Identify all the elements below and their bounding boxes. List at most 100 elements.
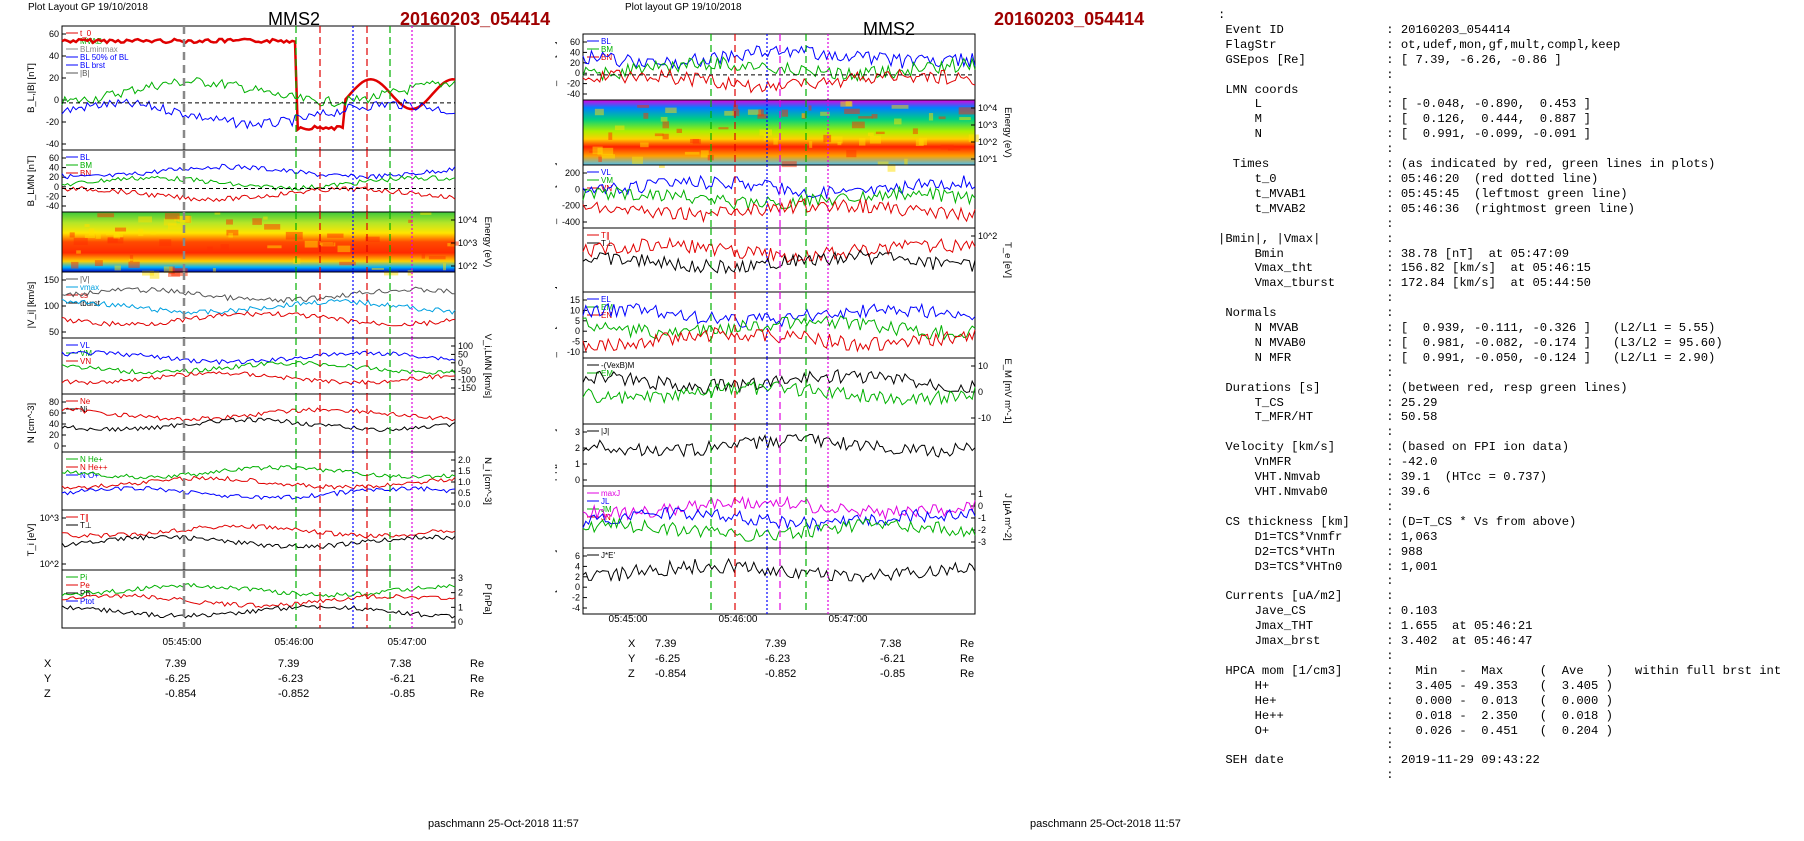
summary-line: M : [ 0.126, 0.444, 0.887 ]	[1218, 112, 1591, 127]
series-trace	[61, 582, 456, 598]
summary-line: D1=TCS*Vnmfr : 1,063	[1218, 529, 1438, 544]
legend-label: EL	[601, 295, 611, 304]
summary-line: Jmax_THT : 1.655 at 05:46:21	[1218, 619, 1533, 634]
summary-line: VnMFR : -42.0	[1218, 455, 1438, 470]
coord-unit: Re	[960, 638, 975, 650]
y-tick-label: 3	[575, 427, 580, 437]
spectrogram-cell	[129, 254, 134, 262]
series-trace	[62, 593, 456, 609]
y-tick-label: 1.5	[458, 466, 471, 476]
left-plot-column: Plot Layout GP 19/10/2018 MMS2 20160203_…	[0, 0, 579, 841]
y-tick-label: 20	[49, 172, 59, 182]
y-tick-label: 0	[54, 182, 59, 192]
spectrogram-cell	[69, 232, 75, 238]
spectrogram-cell	[869, 135, 881, 144]
series-trace	[582, 302, 976, 328]
spectrogram-cell	[608, 132, 613, 140]
summary-line: T_MFR/HT : 50.58	[1218, 410, 1438, 425]
spectrogram-cell	[267, 245, 282, 249]
y-tick-label: 2	[575, 572, 580, 582]
summary-line: L : [ -0.048, -0.890, 0.453 ]	[1218, 97, 1591, 112]
summary-line: GSEpos [Re] : [ 7.39, -6.26, -0.86 ]	[1218, 52, 1562, 67]
y-tick-label: -100	[458, 375, 476, 385]
coord-unit: Re	[960, 668, 975, 680]
panel-6: 3 2 1 0 |J| [μA m^-2] |J|	[555, 423, 976, 487]
legend-label: BM	[80, 161, 92, 170]
y-tick-label: 2.0	[458, 455, 471, 465]
spectrogram-cell	[781, 161, 797, 168]
spectrogram-cell	[747, 109, 761, 115]
coord-row-label: Y	[44, 673, 52, 685]
y-tick-label: -20	[46, 117, 59, 127]
y-axis-label: |J| [μA m^-2]	[555, 429, 558, 481]
summary-line: LMN coords :	[1218, 82, 1394, 97]
y-tick-label: 0	[575, 582, 580, 592]
event-summary: : Event ID : 20160203_054414 FlagStr : o…	[1218, 8, 1800, 798]
y-tick-label: 0	[458, 358, 463, 368]
series-trace	[61, 465, 456, 480]
summary-line: :	[1218, 291, 1394, 306]
series-trace	[61, 186, 456, 203]
series-trace	[61, 371, 456, 386]
y-axis-label: B_L,|B| [nT]	[26, 63, 37, 113]
spectrogram-cell	[632, 156, 643, 164]
legend-label: VL	[80, 341, 90, 350]
panel-frame	[61, 25, 456, 151]
y-axis-label: E_M [mV m^-1]	[1002, 358, 1013, 423]
y-tick-label: 0	[54, 441, 59, 451]
spectrogram-cell	[637, 104, 650, 108]
series-trace	[61, 286, 455, 304]
spectrogram-cell	[163, 266, 173, 273]
y-tick-label: -40	[46, 139, 59, 149]
summary-line: :	[1218, 216, 1394, 231]
y-axis-label: J*E' [nW m^-3]	[555, 550, 558, 612]
legend-label: EN	[601, 311, 612, 320]
legend-label: vmax	[80, 283, 99, 292]
y-tick-label: -1	[978, 513, 986, 523]
time-tick-label: 05:46:00	[719, 614, 758, 625]
panel-2: 10^4 10^3 10^2 Energy (eV)	[61, 211, 493, 279]
spectrogram-cell	[365, 236, 380, 242]
spectrogram-cell	[339, 261, 356, 266]
legend-label: JM	[601, 505, 612, 514]
y-tick-label: 1	[575, 459, 580, 469]
legend-label: |B|	[80, 69, 90, 78]
coord-row-label: Z	[628, 668, 635, 680]
y-axis-label: P [nPa]	[482, 584, 493, 615]
summary-line: :	[1218, 67, 1394, 82]
legend-label: VL	[601, 168, 611, 177]
spectrogram-cell	[665, 107, 677, 114]
panel-frame	[582, 547, 976, 615]
right-stacked-plot: 05:45:00 05:46:00 05:47:006040200-20-40B_L…	[555, 33, 1013, 625]
coord-row-label: Z	[44, 688, 51, 700]
coord-unit: Re	[470, 688, 485, 700]
coord-value: 7.39	[278, 658, 300, 670]
y-tick-label: 10^4	[978, 103, 997, 113]
legend-label: JL	[601, 497, 610, 506]
legend-label: VM	[601, 176, 613, 185]
right-footer: paschmann 25-Oct-2018 11:57	[1030, 818, 1181, 830]
spectrogram-cell	[421, 253, 426, 259]
summary-line: :	[1218, 365, 1394, 380]
y-tick-label: 60	[49, 153, 59, 163]
summary-line: FlagStr : ot,udef,mon,gf,mult,compl,keep	[1218, 37, 1621, 52]
summary-line: D3=TCS*VHTn0 : 1,001	[1218, 559, 1438, 574]
spectrogram-cell	[73, 237, 88, 246]
spectrogram-cell	[718, 127, 729, 130]
coord-value: -6.23	[278, 673, 304, 685]
legend-label: BL	[601, 37, 611, 46]
spectrogram-cell	[212, 268, 216, 273]
spectrogram-cell	[801, 113, 805, 118]
spectrogram-cell	[371, 267, 385, 270]
summary-line: t_0 : 05:46:20 (red dotted line)	[1218, 171, 1599, 186]
y-tick-label: 5	[575, 316, 580, 326]
y-tick-label: -5	[572, 337, 580, 347]
series-trace	[582, 197, 976, 224]
y-tick-label: 100	[458, 341, 473, 351]
spectrogram-cell	[150, 231, 157, 235]
series-trace	[582, 236, 976, 264]
